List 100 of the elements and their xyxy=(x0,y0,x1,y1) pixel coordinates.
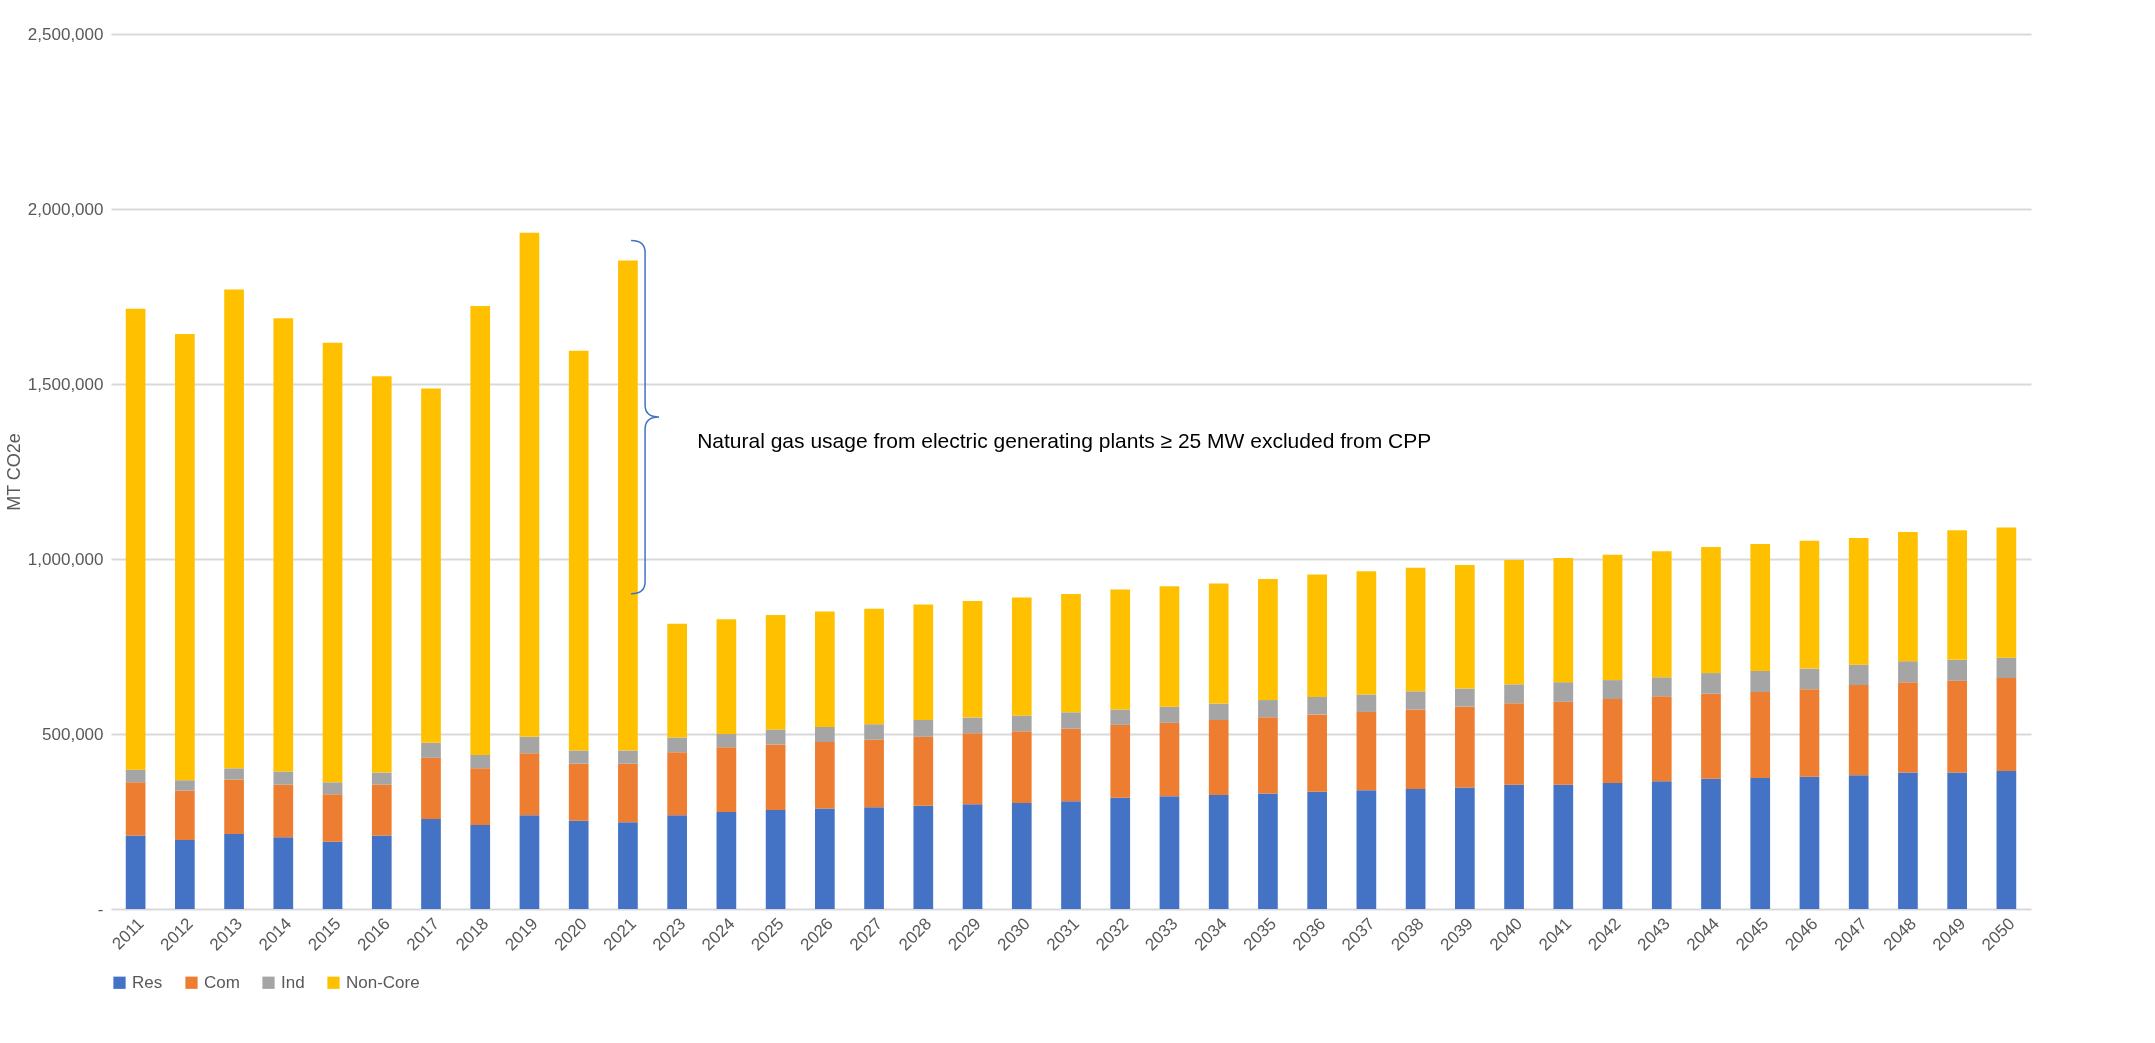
bar xyxy=(1061,801,1081,909)
bar xyxy=(765,744,786,810)
bar xyxy=(1701,547,1721,674)
bar xyxy=(864,807,884,909)
bar xyxy=(1208,720,1229,795)
bar xyxy=(1011,731,1032,803)
bar xyxy=(1799,540,1820,669)
bar xyxy=(322,342,343,783)
bar xyxy=(716,619,737,734)
bar xyxy=(913,736,934,806)
bar xyxy=(1996,678,2017,772)
bar xyxy=(962,733,983,805)
bar xyxy=(1848,685,1869,776)
bar xyxy=(125,782,146,836)
legend-label: Res xyxy=(132,972,163,992)
bar xyxy=(1799,689,1820,777)
bar xyxy=(125,308,146,770)
bar xyxy=(470,768,491,825)
bar xyxy=(962,601,983,718)
bar xyxy=(568,350,589,751)
bar xyxy=(175,840,195,909)
y-axis-title: MT CO2e xyxy=(3,433,24,511)
bar xyxy=(618,260,638,751)
bar xyxy=(864,739,884,808)
bar xyxy=(421,388,441,743)
bar xyxy=(1011,715,1032,732)
bar xyxy=(1405,567,1426,692)
bar xyxy=(371,376,392,773)
bar xyxy=(1602,554,1623,681)
bar xyxy=(1258,700,1278,718)
bar xyxy=(1159,796,1180,909)
bar xyxy=(618,750,638,764)
bar xyxy=(1307,791,1327,909)
bar xyxy=(224,768,244,780)
bar xyxy=(371,772,392,785)
bar xyxy=(322,782,343,795)
bar xyxy=(1307,574,1327,697)
bar xyxy=(470,825,491,909)
bar xyxy=(1208,703,1229,720)
bar xyxy=(1750,692,1771,779)
bar xyxy=(1504,784,1524,909)
bar xyxy=(716,747,737,813)
bar xyxy=(1455,564,1475,689)
bar xyxy=(1898,661,1918,683)
bar xyxy=(1701,778,1721,909)
bar xyxy=(1307,714,1327,792)
bar xyxy=(1602,783,1623,909)
bar xyxy=(1898,772,1918,909)
bar xyxy=(470,305,491,755)
bar xyxy=(371,784,392,836)
bar xyxy=(618,763,638,823)
bar xyxy=(667,623,687,738)
bar xyxy=(1996,527,2017,658)
bar xyxy=(519,815,540,909)
bar xyxy=(224,289,244,769)
bar xyxy=(273,318,294,772)
bar xyxy=(1553,557,1574,683)
bar xyxy=(568,763,589,821)
bar xyxy=(913,720,934,737)
bar xyxy=(1947,659,1967,681)
bar xyxy=(175,780,195,791)
bar xyxy=(1602,680,1623,699)
legend-label: Ind xyxy=(281,972,305,992)
bar xyxy=(1848,664,1869,685)
bar xyxy=(1455,706,1475,788)
bar xyxy=(322,794,343,842)
bar xyxy=(716,734,737,748)
bar xyxy=(519,736,540,754)
bar xyxy=(273,837,294,909)
bar xyxy=(421,742,441,758)
bar xyxy=(1061,594,1081,713)
bar xyxy=(1356,790,1377,909)
bar xyxy=(1898,532,1918,662)
bar xyxy=(1996,771,2017,909)
bar xyxy=(618,822,638,909)
bar xyxy=(1750,778,1771,909)
bar xyxy=(1258,578,1278,701)
bar xyxy=(1799,668,1820,690)
legend-label: Com xyxy=(204,972,240,992)
bar xyxy=(125,835,146,909)
bar xyxy=(1356,694,1377,712)
bar xyxy=(1159,706,1180,723)
bar xyxy=(815,611,835,727)
bar xyxy=(765,729,786,745)
bar xyxy=(815,742,835,809)
bar xyxy=(1110,797,1131,909)
bar xyxy=(962,804,983,909)
bar xyxy=(1651,696,1672,782)
bar xyxy=(1553,784,1574,909)
bar xyxy=(1848,538,1869,665)
bar xyxy=(1504,684,1524,704)
bar xyxy=(1947,772,1967,909)
bar xyxy=(1110,589,1131,710)
bar xyxy=(1159,722,1180,797)
bar xyxy=(224,834,244,909)
bar xyxy=(1110,724,1131,798)
bar xyxy=(175,790,195,841)
bar xyxy=(1356,711,1377,791)
bar xyxy=(815,727,835,743)
bar xyxy=(1701,673,1721,694)
